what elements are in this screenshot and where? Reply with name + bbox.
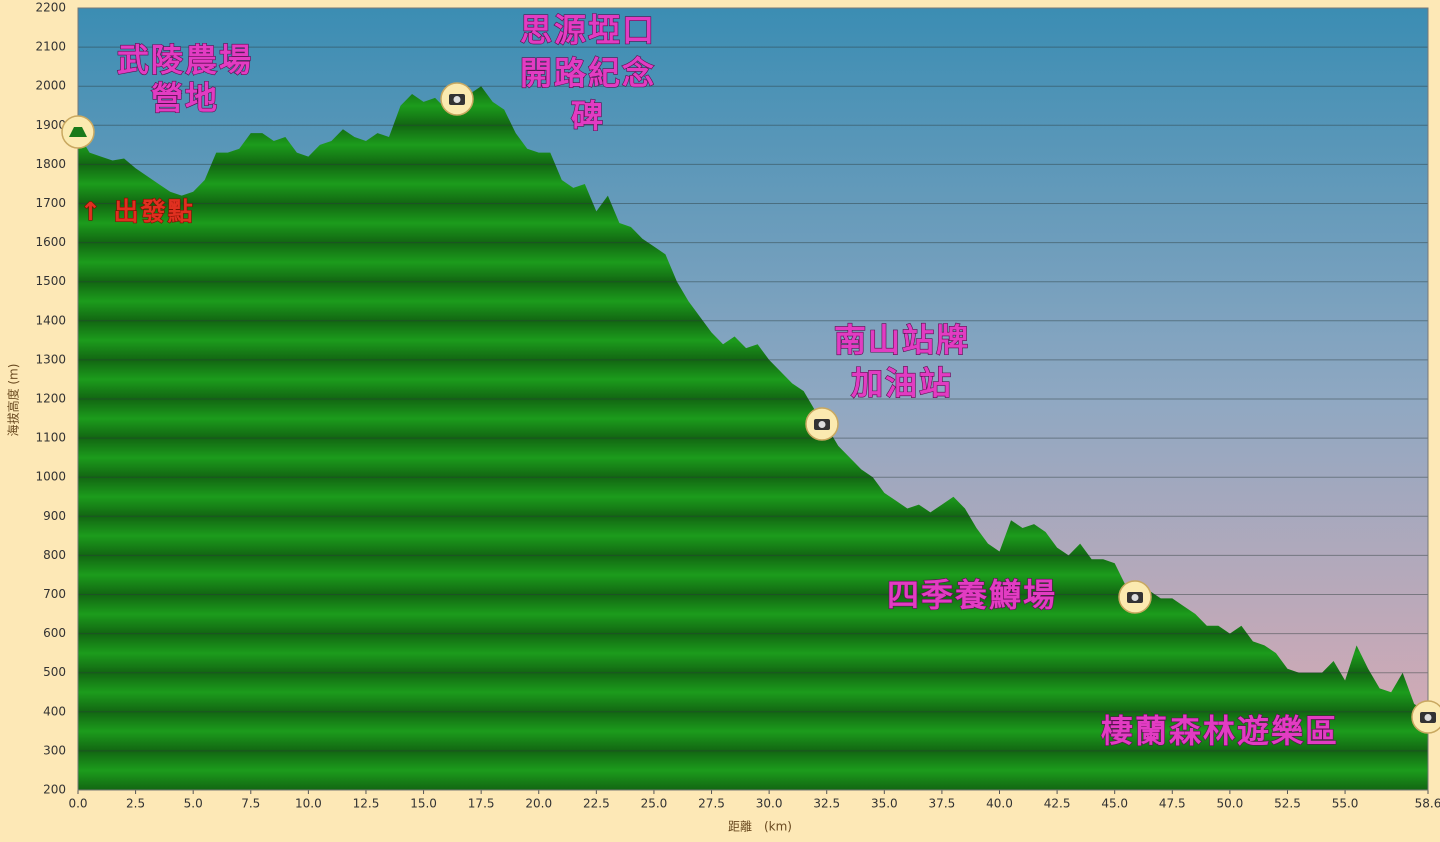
y-axis-title: 海拔高度 (m) xyxy=(6,364,21,437)
x-tick-label: 12.5 xyxy=(353,797,380,811)
y-tick-label: 1000 xyxy=(35,470,66,484)
x-tick-label: 40.0 xyxy=(986,797,1013,811)
y-tick-label: 600 xyxy=(43,626,66,640)
x-tick-label: 45.0 xyxy=(1101,797,1128,811)
x-tick-label: 22.5 xyxy=(583,797,610,811)
annotation: 思源埡口 xyxy=(520,11,656,49)
annotation: 武陵農場 xyxy=(117,41,253,79)
x-tick-label: 0.0 xyxy=(68,797,87,811)
y-tick-label: 1600 xyxy=(35,235,66,249)
waypoint-marker xyxy=(1118,580,1152,614)
y-tick-label: 400 xyxy=(43,704,66,718)
x-tick-label: 27.5 xyxy=(698,797,725,811)
x-tick-label: 37.5 xyxy=(929,797,956,811)
x-tick-label: 25.0 xyxy=(641,797,668,811)
y-tick-label: 800 xyxy=(43,548,66,562)
y-tick-label: 1400 xyxy=(35,313,66,327)
annotation: 南山站牌 xyxy=(834,321,970,359)
camera-lens xyxy=(1131,594,1139,601)
annotation: ↑ 出發點 xyxy=(80,197,195,226)
x-tick-label: 32.5 xyxy=(813,797,840,811)
x-tick-label: 35.0 xyxy=(871,797,898,811)
y-tick-label: 500 xyxy=(43,665,66,679)
waypoint-marker xyxy=(1411,700,1440,734)
camera-lens xyxy=(453,96,461,103)
x-tick-label: 7.5 xyxy=(241,797,260,811)
annotation: 營地 xyxy=(151,79,219,117)
x-tick-label: 30.0 xyxy=(756,797,783,811)
y-tick-label: 900 xyxy=(43,509,66,523)
y-tick-label: 2000 xyxy=(35,79,66,93)
annotation: 棲蘭森林遊樂區 xyxy=(1101,712,1339,750)
x-tick-label: 58.6 xyxy=(1415,797,1440,811)
y-tick-label: 2200 xyxy=(35,1,66,15)
x-tick-label: 15.0 xyxy=(410,797,437,811)
y-tick-label: 1900 xyxy=(35,118,66,132)
annotation: 加油站 xyxy=(851,364,953,402)
x-tick-label: 5.0 xyxy=(184,797,203,811)
y-tick-label: 1200 xyxy=(35,392,66,406)
waypoint-marker xyxy=(805,407,839,441)
x-tick-label: 10.0 xyxy=(295,797,322,811)
elevation-area xyxy=(78,86,1428,790)
camera-lens xyxy=(818,421,826,428)
y-tick-label: 1800 xyxy=(35,157,66,171)
y-tick-label: 1300 xyxy=(35,352,66,366)
camera-lens xyxy=(1424,714,1432,721)
x-axis-title: 距離 (km) xyxy=(728,820,792,834)
y-tick-label: 300 xyxy=(43,743,66,757)
x-tick-label: 52.5 xyxy=(1274,797,1301,811)
waypoint-marker xyxy=(61,115,95,149)
plot-frame xyxy=(77,7,1429,791)
x-tick-label: 55.0 xyxy=(1332,797,1359,811)
x-tick-label: 17.5 xyxy=(468,797,495,811)
annotation: 四季養鱒場 xyxy=(887,576,1057,614)
x-tick-label: 20.0 xyxy=(525,797,552,811)
x-tick-label: 47.5 xyxy=(1159,797,1186,811)
y-tick-label: 700 xyxy=(43,587,66,601)
tent-icon xyxy=(69,127,87,137)
y-tick-label: 1100 xyxy=(35,431,66,445)
y-tick-label: 2100 xyxy=(35,40,66,54)
y-tick-label: 200 xyxy=(43,783,66,797)
annotation: 碑 xyxy=(571,97,605,135)
y-tick-label: 1700 xyxy=(35,196,66,210)
waypoint-marker xyxy=(440,82,474,116)
x-tick-label: 42.5 xyxy=(1044,797,1071,811)
x-tick-label: 50.0 xyxy=(1217,797,1244,811)
y-tick-label: 1500 xyxy=(35,274,66,288)
x-tick-label: 2.5 xyxy=(126,797,145,811)
annotation: 開路紀念 xyxy=(520,54,656,92)
